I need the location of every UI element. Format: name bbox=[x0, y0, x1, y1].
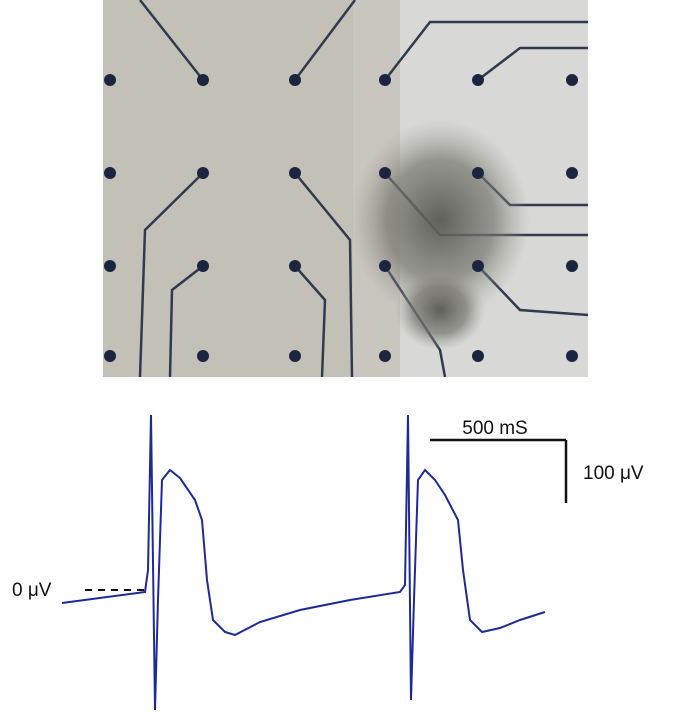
voltage-scale-label: 100 μV bbox=[583, 463, 644, 484]
time-scale-label: 500 mS bbox=[462, 418, 527, 439]
microscope-image bbox=[103, 0, 588, 377]
voltage-trace bbox=[61, 414, 546, 711]
baseline-label: 0 μV bbox=[12, 580, 52, 601]
